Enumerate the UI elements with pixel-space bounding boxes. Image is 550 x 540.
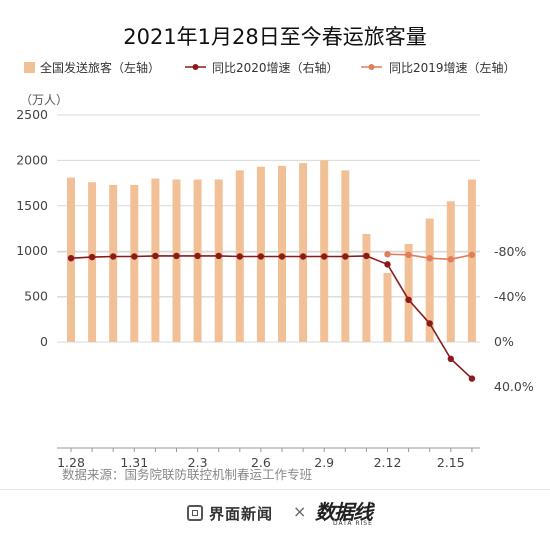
right-axis: 40.0% 0% -40% -80%: [494, 244, 534, 394]
bar-passengers: [109, 184, 118, 342]
x-tick-label: 2.12: [374, 455, 402, 470]
legend-marker-2020: [192, 64, 199, 70]
times-symbol: ×: [293, 502, 307, 521]
datarise-logo-text: 数据线: [315, 500, 373, 524]
bar-passengers: [193, 179, 202, 342]
series-2020-point: [278, 253, 286, 260]
series-2020-point: [468, 375, 476, 382]
bar-passengers: [88, 182, 97, 342]
series-2020-point: [257, 253, 265, 260]
bar-passengers: [130, 184, 139, 342]
series-2020-point: [67, 254, 75, 262]
series-2020-point: [299, 253, 307, 260]
right-tick-label: 0%: [494, 334, 514, 349]
legend-marker-2019: [368, 64, 375, 70]
series-2019-point: [447, 256, 454, 263]
x-axis: 1.28 1.31 2.3 2.6 2.9 2.12 2.15: [57, 447, 480, 470]
datarise-logo: 数据线 DATA RISE: [315, 496, 395, 530]
legend-label-2020: 同比2020增速（右轴）: [212, 60, 339, 75]
right-tick-label: 40.0%: [494, 379, 534, 394]
series-2020-point: [131, 253, 138, 260]
bar-passengers: [299, 163, 308, 342]
left-axis: （万人） 0 500 1000 1500 2000 2500: [16, 93, 68, 349]
datarise-logo-subtext: DATA RISE: [333, 520, 373, 527]
series-2020-point: [447, 355, 454, 363]
x-tick-label: 2.3: [188, 455, 208, 470]
series-2019-point: [405, 251, 412, 259]
series-2020-point: [342, 253, 349, 260]
legend-swatch-passengers: [24, 62, 35, 73]
left-tick-label: 0: [40, 334, 48, 349]
lines-series: [67, 251, 476, 382]
legend: 全国发送旅客（左轴） 同比2020增速（右轴） 同比2019增速（左轴）: [24, 60, 516, 75]
right-tick-label: -80%: [494, 244, 526, 259]
series-2019-point: [426, 254, 433, 262]
x-tick-label: 1.31: [120, 455, 148, 470]
x-tick-label: 2.9: [314, 455, 334, 470]
jiemian-logo: 界面新闻: [187, 500, 273, 526]
series-2020-point: [384, 261, 391, 268]
series-2020-point: [88, 253, 96, 261]
bar-passengers: [404, 243, 413, 342]
left-tick-label: 2500: [16, 107, 48, 122]
bar-passengers: [151, 178, 160, 342]
footer: 界面新闻 × 数据线 DATA RISE: [0, 489, 550, 540]
legend-label-2019: 同比2019增速（左轴）: [389, 60, 516, 75]
legend-label-passengers: 全国发送旅客（左轴）: [40, 60, 160, 75]
series-2020-point: [363, 252, 370, 260]
chart-svg: 2021年1月28日至今春运旅客量 全国发送旅客（左轴） 同比2020增速（右轴）…: [16, 25, 534, 482]
series-2020-point: [321, 253, 328, 260]
bar-passengers: [383, 272, 392, 342]
series-2020-point: [426, 320, 433, 327]
series-2019-point: [384, 251, 391, 258]
series-2020-point: [194, 252, 201, 260]
bar-passengers: [214, 179, 223, 342]
bar-passengers: [362, 233, 371, 342]
series-2020-point: [110, 253, 117, 260]
right-tick-label: -40%: [494, 289, 526, 304]
series-2020-point: [236, 253, 243, 260]
left-tick-label: 1500: [16, 198, 48, 213]
series-2020-point: [173, 252, 180, 260]
left-tick-label: 1000: [16, 243, 48, 258]
source-note: 数据来源：国务院联防联控机制春运工作专班: [62, 467, 312, 482]
series-2019-point: [468, 251, 476, 259]
series-2020-line: [70, 255, 473, 380]
jiemian-logo-icon: [187, 505, 203, 521]
bar-passengers: [425, 218, 434, 342]
left-tick-label: 500: [24, 289, 48, 304]
jiemian-logo-text: 界面新闻: [209, 504, 274, 523]
x-tick-label: 2.6: [251, 455, 271, 470]
series-2020-point: [215, 252, 222, 260]
x-tick-label: 2.15: [437, 455, 465, 470]
chart-title: 2021年1月28日至今春运旅客量: [123, 25, 427, 49]
bar-passengers: [467, 179, 476, 342]
series-2020-point: [152, 252, 159, 260]
bar-passengers: [172, 179, 181, 342]
series-2020-point: [405, 296, 412, 304]
x-tick-label: 1.28: [57, 455, 85, 470]
left-axis-unit: （万人）: [20, 93, 68, 107]
left-tick-label: 2000: [16, 152, 48, 167]
bar-passengers: [446, 201, 455, 342]
bar-passengers: [320, 160, 329, 342]
